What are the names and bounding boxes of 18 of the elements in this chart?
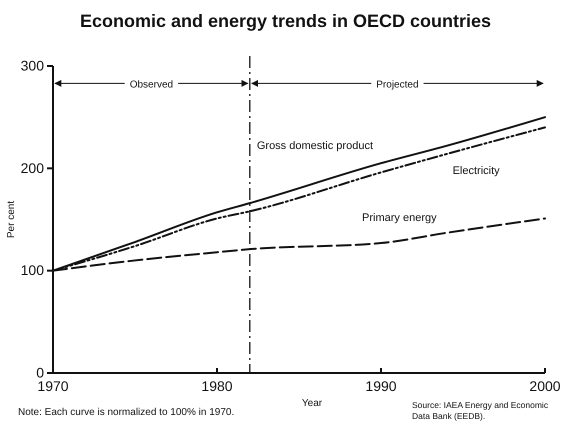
y-tick-label: 200 — [20, 160, 44, 176]
x-tick-label: 1990 — [365, 378, 397, 394]
series-label: Gross domestic product — [256, 140, 373, 152]
source-note: Source: IAEA Energy and Economic Data Bank (EEDB). — [412, 400, 549, 421]
y-tick-label: 0 — [36, 364, 44, 380]
chart-title: Economic and energy trends in OECD countries — [80, 11, 492, 31]
y-tick-label: 300 — [20, 57, 44, 74]
series-label: Primary energy — [362, 212, 438, 224]
annotation: Projected — [376, 79, 419, 90]
x-tick-label: 2000 — [529, 378, 561, 394]
text: Note: Each curve is normalized to 100% in 1970. — [18, 407, 234, 418]
x-tick-label: 1980 — [201, 378, 233, 394]
x-axis-title: Year — [302, 398, 323, 409]
annotation: Observed — [130, 79, 174, 90]
y-axis-title: Per cent — [6, 200, 17, 238]
y-tick-label: 100 — [20, 262, 44, 278]
series-label: Electricity — [452, 165, 500, 178]
x-tick-label: 1970 — [37, 378, 69, 394]
